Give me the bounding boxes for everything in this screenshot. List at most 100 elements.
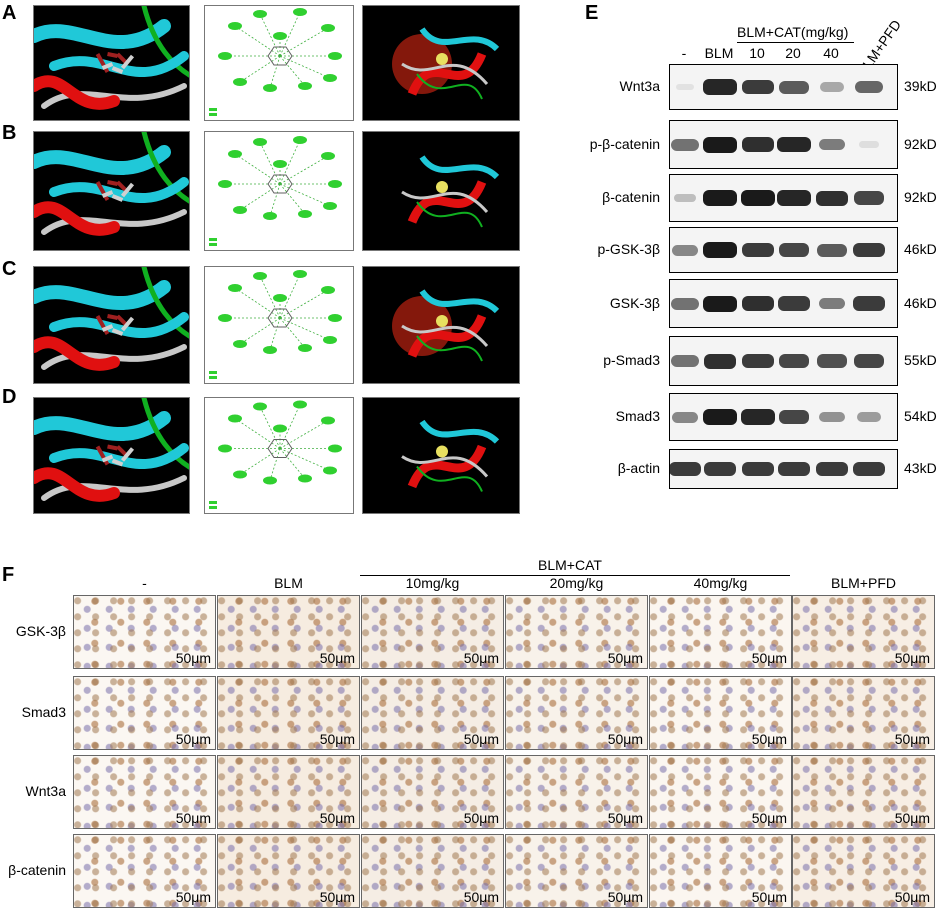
protein-ribbon: [419, 419, 500, 444]
wb-band: [703, 190, 737, 206]
wb-protein-label: Wnt3a: [619, 78, 660, 94]
wb-blot-strip: [669, 174, 898, 222]
residue-node: [233, 470, 247, 479]
wb-band: [816, 461, 848, 477]
wb-band: [742, 353, 774, 369]
wb-blot-strip: [669, 279, 898, 328]
residue-node: [323, 202, 337, 210]
ihc-row-label: GSK-3β: [15, 623, 66, 639]
wb-group-header: BLM+CAT(mg/kg): [737, 24, 849, 40]
scale-bar-label: 50μm: [319, 731, 355, 747]
interaction-line: [234, 287, 281, 319]
residue-node: [328, 314, 342, 322]
scale-bar-label: 50μm: [894, 650, 930, 666]
interaction-line: [279, 183, 306, 215]
residue-node: [328, 180, 342, 188]
ligand-structure: [267, 308, 293, 328]
interaction-line: [279, 55, 331, 79]
wb-size-label: 92kD: [904, 135, 937, 152]
wb-band: [704, 461, 736, 477]
ribbon-segment: [34, 280, 171, 310]
residue-node: [233, 340, 247, 348]
wb-lane-label: BLM: [704, 45, 734, 61]
residue-node: [323, 336, 337, 344]
legend-swatch: [209, 243, 217, 246]
ihc-column-label: 20mg/kg: [549, 575, 604, 591]
scale-bar-label: 50μm: [463, 810, 499, 826]
ihc-micrograph: 50μm: [73, 676, 216, 750]
protein-ribbon: [416, 201, 483, 228]
docking-c-interaction-diagram: [204, 266, 354, 384]
wb-protein-label: p-GSK-3β: [597, 241, 660, 257]
scale-bar-label: 50μm: [463, 731, 499, 747]
wb-band: [741, 190, 775, 206]
residue-node: [263, 346, 277, 354]
wb-size-label: 46kD: [904, 294, 937, 311]
wb-band: [742, 79, 774, 95]
wb-band: [672, 244, 698, 256]
ihc-micrograph: 50μm: [73, 755, 216, 829]
ihc-micrograph: 50μm: [361, 676, 504, 750]
wb-band: [703, 242, 737, 258]
wb-band: [817, 243, 847, 257]
residue-node: [218, 180, 232, 188]
ribbon-segment: [41, 209, 187, 235]
scale-bar-label: 50μm: [894, 731, 930, 747]
ihc-group-header: BLM+CAT: [538, 557, 602, 573]
ihc-micrograph: 50μm: [361, 755, 504, 829]
binding-site-sphere: [392, 34, 452, 94]
wb-band: [859, 141, 879, 148]
wb-band: [741, 296, 775, 311]
ribbon-segment: [34, 411, 171, 441]
ligand-sticks: [95, 52, 135, 74]
ribbon-segment: [41, 344, 187, 370]
protein-ribbon: [416, 465, 483, 492]
residue-node: [321, 416, 335, 425]
interaction-line: [239, 183, 281, 211]
ligand-marker: [436, 315, 448, 327]
wb-size-label: 39kD: [904, 78, 937, 94]
scale-bar-label: 50μm: [751, 889, 787, 905]
interaction-line: [279, 11, 301, 57]
interaction-line: [279, 183, 331, 207]
residue-node: [293, 400, 307, 409]
wb-band: [778, 410, 810, 424]
wb-lane-label: 20: [785, 45, 801, 61]
ligand-marker: [436, 181, 448, 193]
interaction-line: [279, 448, 306, 479]
ribbon-segment: [141, 398, 189, 470]
ihc-micrograph: 50μm: [792, 595, 935, 669]
interaction-line: [279, 155, 329, 185]
residue-node: [328, 444, 342, 453]
ribbon-segment: [34, 336, 120, 371]
interaction-line: [279, 289, 329, 319]
legend-swatch: [209, 506, 217, 509]
ihc-micrograph: 50μm: [649, 834, 792, 908]
residue-node: [218, 444, 232, 453]
ligand-sticks: [95, 180, 135, 202]
ribbon-segment: [34, 201, 120, 236]
ihc-row-label: β-catenin: [8, 862, 66, 878]
panel-letter-b: B: [2, 122, 17, 144]
wb-blot-strip: [669, 393, 898, 441]
interaction-line: [269, 55, 281, 89]
residue-node: [323, 466, 337, 475]
scale-bar-label: 50μm: [175, 889, 211, 905]
wb-band: [675, 83, 695, 91]
residue-node: [293, 270, 307, 278]
ihc-micrograph: 50μm: [649, 755, 792, 829]
residue-node: [253, 402, 267, 411]
binding-site-sphere: [392, 296, 452, 356]
wb-band: [778, 354, 810, 368]
interaction-line: [279, 404, 301, 449]
panel-letter-a: A: [2, 2, 17, 24]
residue-node: [228, 150, 242, 158]
ihc-micrograph: 50μm: [73, 595, 216, 669]
residue-node: [321, 24, 335, 32]
residue-node: [293, 8, 307, 16]
wb-band: [703, 353, 737, 369]
ligand-structure: [267, 46, 293, 66]
wb-band: [674, 193, 696, 203]
interaction-line: [269, 317, 281, 351]
wb-protein-label: β-catenin: [602, 189, 660, 205]
